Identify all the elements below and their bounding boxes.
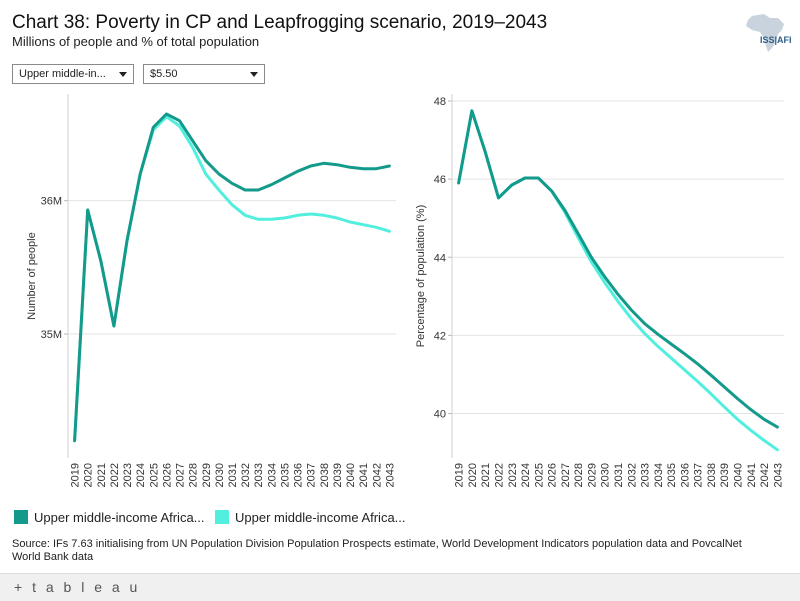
x-tick-label: 2024	[520, 463, 532, 487]
x-tick-label: 2039	[719, 463, 731, 487]
x-tick-label: 2032	[240, 463, 252, 487]
x-tick-label: 2041	[358, 463, 370, 487]
x-tick-label: 2033	[640, 463, 652, 487]
x-tick-label: 2022	[493, 463, 505, 487]
y-tick-label: 36M	[41, 196, 62, 208]
chevron-down-icon	[250, 72, 258, 77]
x-tick-label: 2031	[227, 463, 239, 487]
x-tick-label: 2030	[214, 463, 226, 487]
y-tick-label: 46	[434, 174, 446, 186]
x-tick-label: 2025	[533, 463, 545, 487]
y-tick-label: 44	[434, 252, 446, 264]
x-tick-label: 2033	[253, 463, 265, 487]
x-tick-label: 2022	[109, 463, 121, 487]
x-tick-label: 2037	[306, 463, 318, 487]
legend-item-leapfrogging[interactable]: Upper middle-income Africa...	[215, 510, 406, 528]
chevron-down-icon	[119, 72, 127, 77]
x-tick-label: 2019	[454, 463, 466, 487]
region-filter-dropdown[interactable]: Upper middle-in...	[12, 64, 134, 84]
x-tick-label: 2032	[626, 463, 638, 487]
x-tick-label: 2038	[319, 463, 331, 487]
source-note: Source: IFs 7.63 initialising from UN Po…	[12, 538, 742, 562]
x-tick-label: 2034	[266, 463, 278, 487]
x-tick-label: 2031	[613, 463, 625, 487]
y-tick-label: 48	[434, 96, 446, 108]
x-tick-label: 2036	[679, 463, 691, 487]
tableau-brand[interactable]: + t a b l e a u	[14, 579, 141, 595]
x-tick-label: 2043	[772, 463, 784, 487]
x-tick-label: 2023	[122, 463, 134, 487]
x-tick-label: 2026	[547, 463, 559, 487]
x-tick-label: 2042	[759, 463, 771, 487]
logo-text: ISS|AFI	[760, 35, 792, 45]
x-tick-label: 2042	[371, 463, 383, 487]
iss-africa-logo: ISS|AFI	[746, 14, 792, 52]
x-tick-label: 2041	[746, 463, 758, 487]
legend-swatch-current-path	[14, 510, 28, 524]
legend-label-current-path: Upper middle-income Africa...	[34, 510, 205, 525]
y-tick-label: 35M	[41, 329, 62, 341]
legend-swatch-leapfrogging	[215, 510, 229, 524]
x-tick-label: 2021	[480, 463, 492, 487]
x-tick-label: 2039	[332, 463, 344, 487]
x-tick-label: 2027	[175, 463, 187, 487]
x-tick-label: 2024	[135, 463, 147, 487]
x-tick-label: 2029	[201, 463, 213, 487]
legend-item-current-path[interactable]: Upper middle-income Africa...	[14, 510, 205, 528]
x-tick-label: 2026	[161, 463, 173, 487]
x-tick-label: 2020	[83, 463, 95, 487]
x-tick-label: 2028	[573, 463, 585, 487]
poverty-line-filter-dropdown[interactable]: $5.50	[143, 64, 265, 84]
x-tick-label: 2023	[507, 463, 519, 487]
x-tick-label: 2036	[293, 463, 305, 487]
x-tick-label: 2029	[586, 463, 598, 487]
y-axis-label: Percentage of population (%)	[415, 205, 427, 347]
x-tick-label: 2027	[560, 463, 572, 487]
chart-percent: 40 42 44 46 48 Percentage of population (%) 20…	[415, 94, 784, 487]
series-line-current-path	[73, 112, 391, 443]
x-tick-label: 2034	[653, 463, 665, 487]
x-tick-label: 2043	[384, 463, 396, 487]
africa-map-icon	[746, 14, 784, 52]
x-tick-label: 2028	[188, 463, 200, 487]
y-tick-label: 42	[434, 330, 446, 342]
x-tick-label: 2020	[467, 463, 479, 487]
chart-title: Chart 38: Poverty in CP and Leapfrogging…	[12, 12, 548, 33]
x-tick-label: 2030	[600, 463, 612, 487]
x-tick-label: 2021	[96, 463, 108, 487]
series-line-leapfrogging	[457, 109, 779, 452]
legend-label-leapfrogging: Upper middle-income Africa...	[235, 510, 406, 525]
x-tick-label: 2019	[70, 463, 82, 487]
tableau-footer: + t a b l e a u	[0, 573, 800, 601]
y-axis-label: Number of people	[26, 232, 38, 319]
x-tick-label: 2035	[666, 463, 678, 487]
series-line-current-path	[457, 109, 779, 429]
y-tick-label: 40	[434, 408, 446, 420]
x-tick-label: 2040	[345, 463, 357, 487]
poverty-line-filter-value: $5.50	[150, 68, 178, 80]
chart-subtitle: Millions of people and % of total popula…	[12, 34, 260, 49]
x-tick-label: 2025	[148, 463, 160, 487]
x-tick-label: 2035	[279, 463, 291, 487]
x-tick-label: 2037	[693, 463, 705, 487]
x-tick-label: 2040	[733, 463, 745, 487]
region-filter-value: Upper middle-in...	[19, 68, 106, 80]
x-tick-label: 2038	[706, 463, 718, 487]
